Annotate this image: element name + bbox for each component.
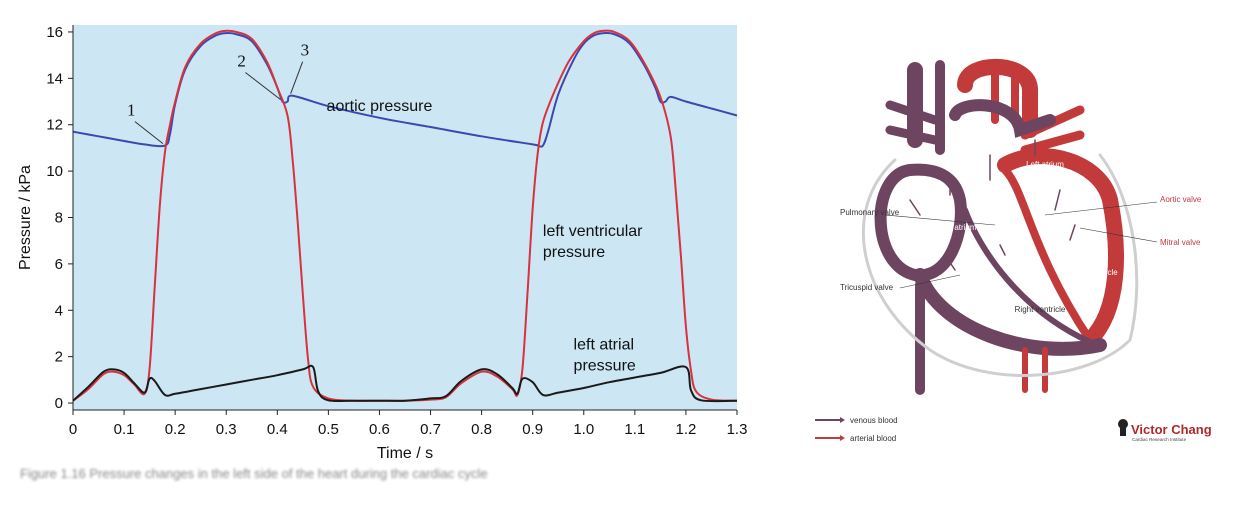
y-tick-label: 6 — [55, 256, 63, 273]
leader-pulmonary — [884, 214, 996, 226]
plot-area — [73, 25, 737, 410]
x-tick-label: 0.6 — [369, 421, 390, 438]
marker-leader-3 — [290, 61, 304, 94]
flow-arrows — [909, 139, 1076, 271]
y-tick-label: 12 — [46, 117, 63, 134]
y-tick-label: 16 — [46, 24, 63, 41]
x-tick-label: 0 — [69, 421, 77, 438]
logo-name: Victor Chang — [1131, 422, 1212, 437]
y-tick-label: 2 — [55, 349, 63, 366]
label-left-atrium: Left atrium — [1026, 160, 1064, 169]
x-tick-label: 1.2 — [675, 421, 696, 438]
marker-leader-2 — [245, 72, 281, 100]
label-pulmonary-valve: Pulmonary valve — [840, 208, 900, 217]
x-tick-label: 0.8 — [471, 421, 492, 438]
x-tick-label: 1.0 — [573, 421, 594, 438]
axis-ticks: 0 0.1 0.2 0.3 0.4 0.5 0.6 0.7 0.8 0.9 1.0 1.1 1.2 1.3… — [46, 24, 747, 438]
label-left-ventricle: Left ventricle — [1072, 268, 1118, 277]
y-tick-label: 10 — [46, 163, 63, 180]
victor-chang-logo: Victor Chang Cardiac Research Institute — [1118, 419, 1212, 442]
pulmonary-artery-branches-left — [885, 100, 940, 145]
logo-body-icon — [1120, 428, 1126, 436]
label-mitral-valve: Mitral valve — [1160, 238, 1201, 247]
annotation-2-line2: pressure — [574, 358, 636, 375]
label-tricuspid-valve: Tricuspid valve — [840, 283, 894, 292]
label-right-ventricle: Right ventricle — [1015, 305, 1066, 314]
heart-legend: venous blood arterial blood — [815, 416, 898, 443]
left-ventricle-wall — [997, 148, 1124, 348]
logo-head-icon — [1118, 419, 1128, 429]
legend-arterial-arrow-icon — [840, 435, 845, 441]
x-tick-label: 0.1 — [114, 421, 135, 438]
heart-labels: Left atrium Right atrium Pulmonary valve… — [840, 160, 1202, 314]
legend-venous-label: venous blood — [850, 416, 898, 425]
logo-subtitle: Cardiac Research Institute — [1132, 437, 1187, 442]
series-line-2 — [72, 364, 738, 403]
septum-right — [962, 207, 1093, 345]
septum-left — [1001, 166, 1094, 344]
y-tick-label: 4 — [55, 302, 63, 319]
y-tick-label: 0 — [55, 395, 63, 412]
right-atrium-wall — [874, 163, 967, 282]
numbered-markers: 1 2 3 — [127, 41, 309, 144]
annotation-1-line1: left ventricular — [543, 223, 643, 240]
pulmonary-trunk — [949, 99, 1056, 138]
x-tick-label: 0.2 — [165, 421, 186, 438]
legend-venous-arrow-icon — [840, 417, 845, 423]
leader-mitral — [1079, 227, 1158, 243]
x-tick-label: 0.5 — [318, 421, 339, 438]
x-tick-label: 0.7 — [420, 421, 441, 438]
x-tick-label: 0.9 — [522, 421, 543, 438]
series-lines — [72, 29, 738, 403]
marker-label-3: 3 — [301, 41, 310, 60]
curve-annotations: aortic pressure left ventricular pressure l… — [327, 98, 644, 375]
leader-aortic — [1044, 201, 1158, 216]
legend-arterial-label: arterial blood — [850, 434, 896, 443]
x-axis-title: Time / s — [377, 445, 433, 462]
heart-halo — [861, 153, 1139, 377]
aortic-arch — [957, 58, 1038, 138]
x-tick-label: 0.4 — [267, 421, 288, 438]
marker-label-2: 2 — [237, 52, 246, 71]
marker-leader-1 — [134, 121, 164, 144]
annotation-2-line1: left atrial — [574, 337, 634, 354]
label-aortic-valve: Aortic valve — [1160, 195, 1202, 204]
x-tick-label: 1.3 — [727, 421, 748, 438]
label-right-atrium: Right atrium — [933, 223, 976, 232]
y-tick-label: 14 — [46, 70, 63, 87]
heart-diagram: Left atrium Right atrium Pulmonary valve… — [815, 58, 1212, 443]
descending-aorta — [1022, 347, 1048, 393]
y-axis-title: Pressure / kPa — [17, 165, 34, 270]
heart-outline — [861, 58, 1139, 395]
right-ventricle-wall — [913, 268, 1107, 356]
x-tick-label: 0.3 — [216, 421, 237, 438]
y-tick-label: 8 — [55, 210, 63, 227]
x-tick-label: 1.1 — [624, 421, 645, 438]
figure-caption: Figure 1.16 Pressure changes in the left… — [20, 466, 488, 481]
marker-label-1: 1 — [127, 101, 136, 120]
annotation-0: aortic pressure — [327, 98, 433, 115]
annotation-1-line2: pressure — [543, 244, 605, 261]
leader-tricuspid — [899, 274, 961, 289]
